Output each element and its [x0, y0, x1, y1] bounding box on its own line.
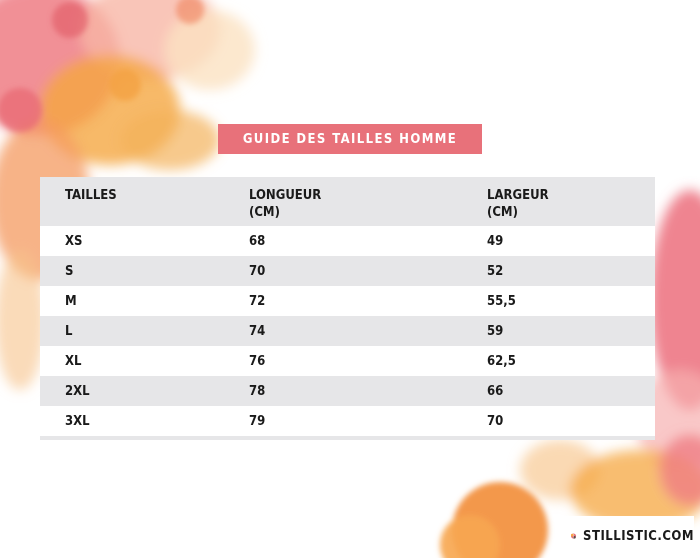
bottom-right-splash [520, 435, 700, 530]
width-cell: 59 [487, 323, 504, 339]
length-cell: 74 [249, 323, 266, 339]
length-cell: 78 [249, 383, 266, 399]
table-row: M 72 55,5 [40, 286, 655, 316]
header-cell-width: LARGEUR (CM) [487, 177, 655, 221]
size-cell: L [65, 323, 73, 339]
width-cell: 62,5 [487, 353, 516, 369]
page-title: GUIDE DES TAILLES HOMME [242, 131, 458, 147]
length-cell: 68 [249, 233, 266, 249]
table-row: XL 76 62,5 [40, 346, 655, 376]
size-table: TAILLES LONGUEUR (CM) LARGEUR (CM) XS 68… [40, 177, 655, 440]
width-cell: 49 [487, 233, 504, 249]
width-cell: 66 [487, 383, 504, 399]
table-row: XS 68 49 [40, 226, 655, 256]
table-header-row: TAILLES LONGUEUR (CM) LARGEUR (CM) [40, 177, 655, 226]
stillistic-logo[interactable]: STILLISTIC.COM [558, 516, 694, 556]
width-cell: 52 [487, 263, 504, 279]
length-cell: 72 [249, 293, 266, 309]
header-cell-length: LONGUEUR (CM) [249, 177, 487, 221]
header-length-label: LONGUEUR [249, 188, 322, 203]
table-row: 3XL 79 70 [40, 406, 655, 436]
size-cell: M [65, 293, 77, 309]
header-length-unit: (CM) [249, 205, 280, 220]
table-row: 2XL 78 66 [40, 376, 655, 406]
length-cell: 79 [249, 413, 266, 429]
width-cell: 55,5 [487, 293, 516, 309]
table-row: S 70 52 [40, 256, 655, 286]
width-cell: 70 [487, 413, 504, 429]
size-cell: 3XL [65, 413, 90, 429]
size-cell: XL [65, 353, 82, 369]
length-cell: 70 [249, 263, 266, 279]
table-row: L 74 59 [40, 316, 655, 346]
header-width-label: LARGEUR [487, 188, 549, 203]
header-size-label: TAILLES [65, 188, 117, 203]
logo-text: STILLISTIC.COM [583, 528, 694, 544]
logo-splash-icon [570, 533, 577, 539]
page-title-banner: GUIDE DES TAILLES HOMME [218, 124, 482, 154]
size-cell: S [65, 263, 74, 279]
length-cell: 76 [249, 353, 266, 369]
header-cell-size: TAILLES [40, 177, 249, 204]
size-cell: 2XL [65, 383, 90, 399]
header-width-unit: (CM) [487, 205, 518, 220]
size-cell: XS [65, 233, 83, 249]
